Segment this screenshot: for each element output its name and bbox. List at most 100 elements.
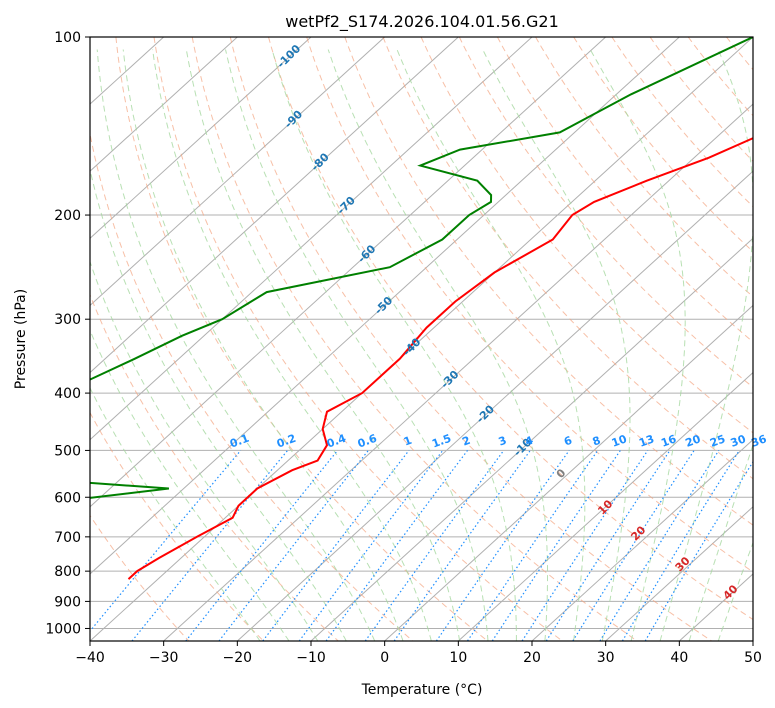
mixing-ratio-line [185,450,339,641]
moist-adiabat-line [225,49,489,641]
mixing-ratio-label: 6 [562,434,574,449]
dry-adiabat-line [573,37,753,253]
isotherm-line [310,237,753,641]
mixing-ratio-line [298,450,444,641]
moist-adiabat-line [185,49,461,641]
mixing-ratio-line [572,450,695,641]
y-tick-label: 700 [54,530,81,546]
dry-adiabat-line [268,37,753,621]
x-tick-label: −40 [75,650,105,666]
x-tick-label: −30 [149,650,179,666]
moist-adiabat-line [96,49,376,641]
isotherm-line [90,37,753,641]
mixing-ratio-line [466,450,599,641]
mixing-ratio-label: 13 [637,432,656,449]
mixing-ratio-label: 4 [523,434,535,449]
dry-adiabat-line [90,514,190,641]
background-lines [90,37,775,641]
mixing-ratio-label: 10 [610,432,629,450]
mixing-ratio-line [325,450,468,641]
mixing-ratio-line [131,450,289,641]
isotherm-line [531,438,753,641]
isotherm-line [752,640,753,641]
moist-adiabat-line [396,49,586,641]
profiles [90,37,753,580]
mixing-ratio-line [90,450,242,632]
mixing-ratio-label: 0.1 [228,432,251,451]
mixing-ratio-line [491,450,621,641]
dry-adiabat-line [344,37,753,526]
isotherm-line [90,37,386,307]
moist-adiabat-line [688,443,753,641]
isotherm-line [90,37,607,508]
isotherm-line [457,371,753,641]
mixing-ratio-line [435,450,570,641]
dry-adiabat-line [229,37,712,641]
moist-adiabat-line [90,329,290,641]
isotherm-line [90,37,238,172]
y-axis-label: Pressure (hPa) [13,289,29,389]
mixing-ratio-label: 20 [684,432,703,450]
y-tick-label: 600 [54,490,81,506]
moist-adiabat-line [122,49,404,641]
dry-adiabat-line [90,293,339,641]
y-tick-label: 500 [54,443,81,459]
mixing-ratio-line [545,450,671,641]
dry-adiabat-line [765,37,775,641]
moist-adiabat-line [152,49,432,641]
isotherm-line [90,37,680,575]
isotherm-line [90,37,533,441]
y-tick-label: 800 [54,564,81,580]
dry-adiabat-line [496,37,753,343]
mixing-ratio-line [262,450,410,641]
mixing-ratio-line [521,450,649,641]
moist-adiabat-line [327,49,548,641]
mixing-ratio-line [364,450,505,641]
mixing-ratio-label: 0.6 [356,432,379,451]
y-tick-label: 1000 [45,621,81,637]
isotherm-line [605,506,753,641]
plot-frame [89,36,754,642]
moist-adiabat-line [271,49,517,641]
mixing-ratio-label: 1 [402,434,414,449]
mixing-ratio-label: 2 [461,434,473,449]
dry-adiabat-line [115,37,488,641]
isotherm-line [384,304,753,641]
x-tick-label: 10 [449,650,467,666]
temperature-profile-line [127,137,753,580]
mixing-ratio-label: 1.5 [430,432,453,451]
moist-adiabat-line [717,541,753,641]
x-tick-label: 20 [523,650,541,666]
y-tick-label: 900 [54,594,81,610]
x-tick-label: 40 [670,650,688,666]
moist-adiabat-line [90,167,347,641]
mixing-ratio-line [621,450,740,641]
mixing-ratio-label: 0.2 [275,432,298,451]
dewpoint-profile-line [90,37,753,499]
y-tick-label: 400 [54,386,81,402]
dry-adiabat-line [153,37,563,641]
dry-adiabat-line [191,37,638,641]
x-tick-label: −20 [223,650,253,666]
isotherm-line [163,103,753,641]
mixing-ratio-label: 25 [708,432,727,449]
mixing-ratio-label: 8 [591,434,603,449]
axes: −40 −30 −20 −10 0 10 20 30 40 5010020030040050060… [45,30,762,666]
y-tick-label: 100 [54,30,81,46]
moist-adiabat-line [482,49,631,641]
mixing-ratio-label: 36 [749,432,768,450]
mixing-ratio-label: 16 [659,432,678,450]
y-tick-label: 200 [54,208,81,224]
y-tick-label: 300 [54,312,81,328]
mixing-ratio-label: 0.4 [325,432,348,451]
x-axis-label: Temperature (°C) [361,682,483,698]
dry-adiabat-line [90,411,264,641]
isotherm-line [236,170,753,641]
mixing-ratio-line [393,450,531,641]
dry-adiabat-line [90,131,414,641]
dry-adiabat-line [420,37,753,434]
x-tick-label: 30 [597,650,615,666]
dry-adiabat-line [306,37,753,573]
x-tick-label: 50 [744,650,762,666]
